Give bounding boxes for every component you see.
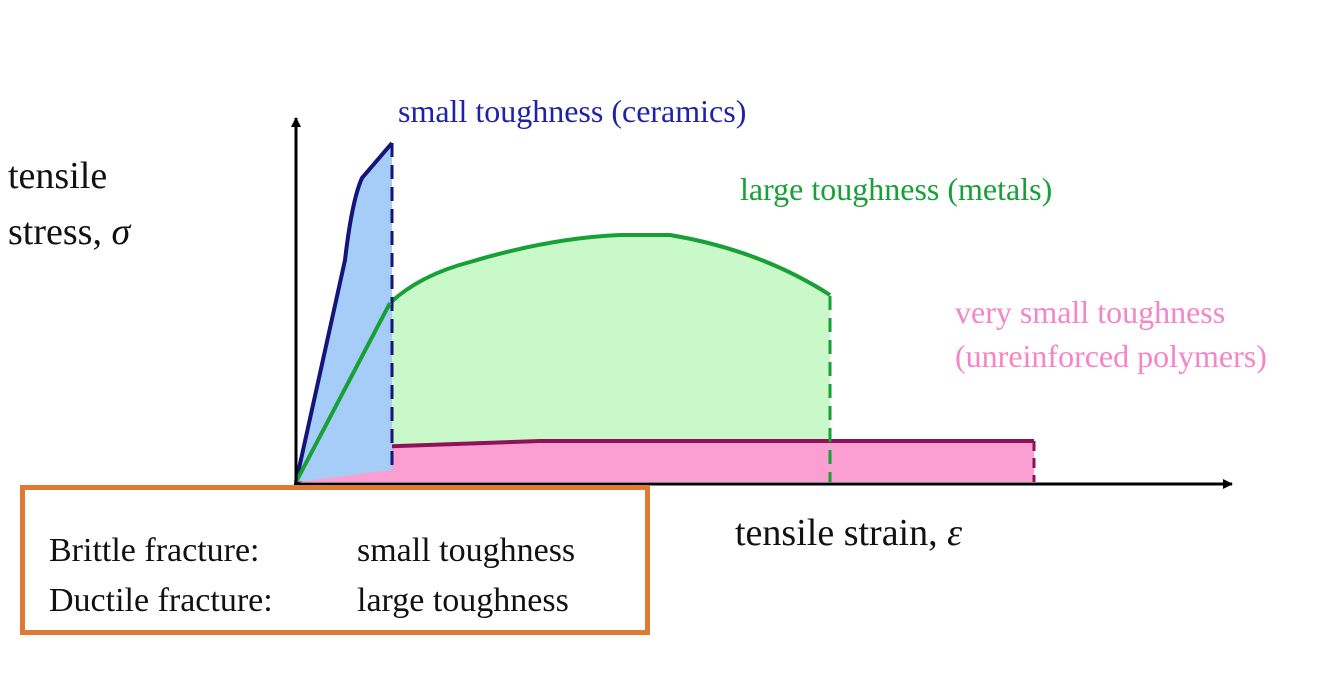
ceramic-region	[296, 143, 392, 482]
polymer-overlap	[296, 441, 830, 482]
sigma-symbol: σ	[111, 211, 131, 253]
y-axis-label-line1: tensile	[8, 155, 107, 197]
legend-term-brittle: Brittle fracture:	[49, 532, 260, 569]
fracture-legend-box: Brittle fracture: small toughness Ductile…	[20, 485, 650, 635]
metals-label: large toughness (metals)	[740, 171, 1052, 207]
metal-curve	[294, 233, 832, 483]
y-axis-label-line2: stress, σ	[8, 211, 131, 253]
metal-region	[296, 235, 830, 482]
x-axis-label: tensile strain, ε	[735, 512, 962, 554]
epsilon-symbol: ε	[947, 512, 962, 554]
y-axis-label-text: stress,	[8, 211, 111, 253]
legend-term-ductile: Ductile fracture:	[49, 582, 273, 619]
legend-value-ductile: large toughness	[357, 582, 569, 619]
metal-curve-overlap	[294, 302, 392, 483]
x-axis-label-text: tensile strain,	[735, 512, 947, 554]
ceramics-label: small toughness (ceramics)	[398, 93, 746, 129]
polymers-label-line1: very small toughness	[955, 294, 1225, 330]
ceramic-curve	[294, 141, 394, 483]
legend-value-brittle: small toughness	[357, 532, 576, 569]
legend-row-ductile: Ductile fracture: large toughness	[49, 582, 569, 620]
polymers-label-line2: (unreinforced polymers)	[955, 338, 1267, 374]
legend-row-brittle: Brittle fracture: small toughness	[49, 532, 575, 570]
